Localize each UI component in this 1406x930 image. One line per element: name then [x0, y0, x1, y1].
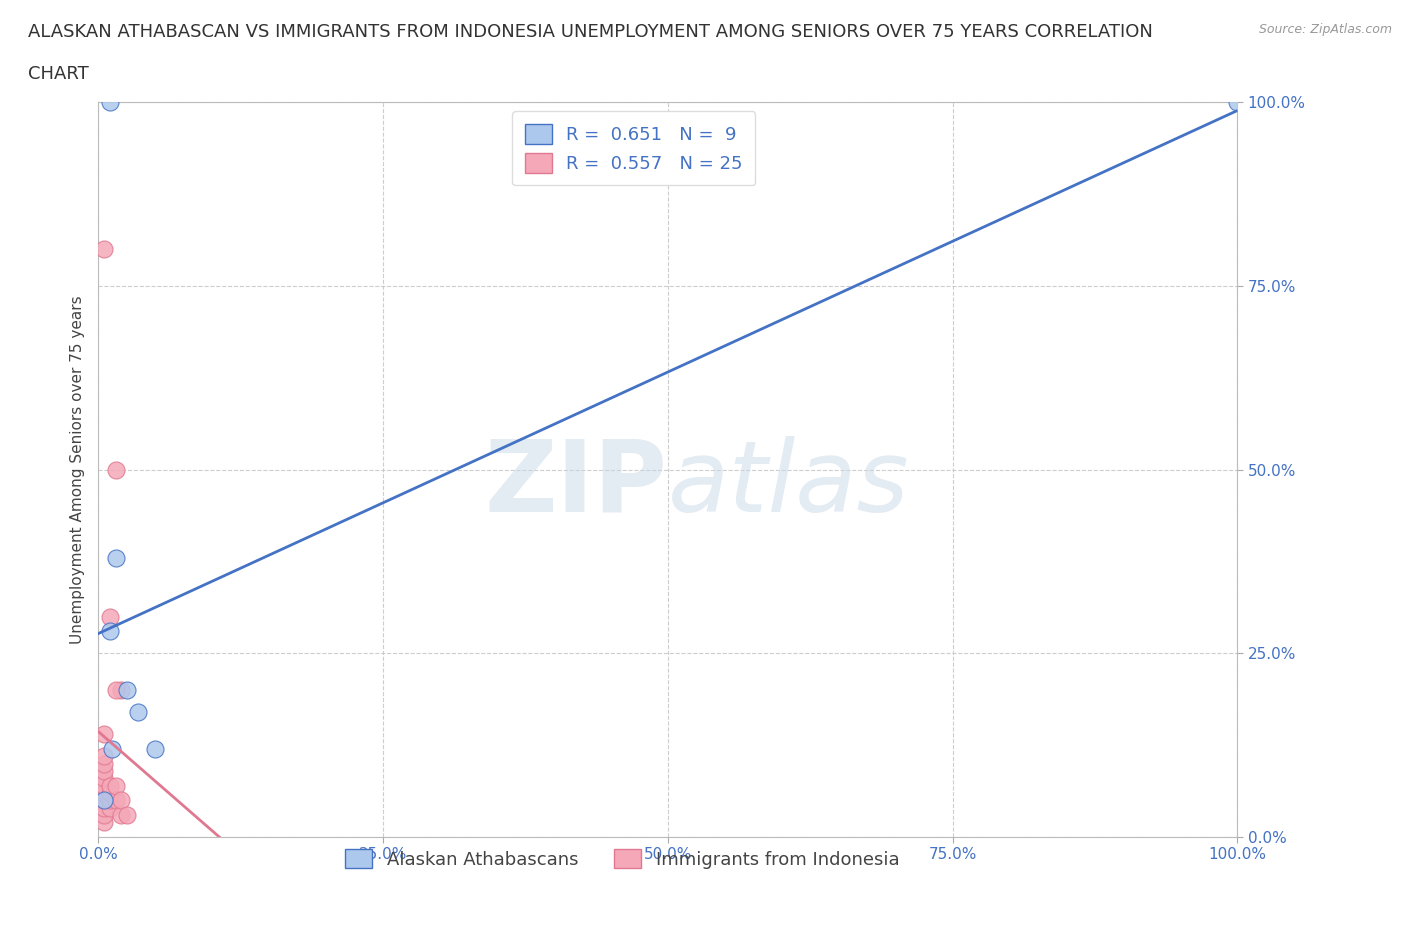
Point [98, 800, 121, 815]
Point [93, 792, 115, 807]
Point [93, 800, 115, 815]
Point [98, 778, 121, 793]
Point [93, 771, 115, 786]
Point [98, 624, 121, 639]
Point [93, 778, 115, 793]
Point [110, 683, 132, 698]
Point [127, 705, 149, 720]
Point [115, 807, 138, 822]
Point [93, 726, 115, 741]
Point [101, 741, 124, 756]
Point [98, 786, 121, 801]
Y-axis label: Unemployment Among Seniors over 75 years: Unemployment Among Seniors over 75 years [69, 296, 84, 644]
Point [93, 242, 115, 257]
Point [110, 807, 132, 822]
Text: CHART: CHART [28, 65, 89, 83]
Point [104, 778, 127, 793]
Text: ZIP: ZIP [485, 436, 668, 533]
Point [93, 815, 115, 830]
Point [93, 764, 115, 778]
Point [93, 807, 115, 822]
Text: atlas: atlas [668, 436, 910, 533]
Point [1226, 95, 1249, 110]
Point [98, 95, 121, 110]
Point [93, 756, 115, 771]
Text: ALASKAN ATHABASCAN VS IMMIGRANTS FROM INDONESIA UNEMPLOYMENT AMONG SENIORS OVER : ALASKAN ATHABASCAN VS IMMIGRANTS FROM IN… [28, 23, 1153, 41]
Point [104, 551, 127, 565]
Legend: Alaskan Athabascans, Immigrants from Indonesia: Alaskan Athabascans, Immigrants from Ind… [337, 842, 907, 876]
Point [98, 792, 121, 807]
Point [104, 683, 127, 698]
Text: Source: ZipAtlas.com: Source: ZipAtlas.com [1258, 23, 1392, 36]
Point [93, 786, 115, 801]
Point [98, 609, 121, 624]
Point [104, 792, 127, 807]
Point [110, 792, 132, 807]
Point [145, 741, 167, 756]
Point [93, 792, 115, 807]
Point [93, 749, 115, 764]
Point [115, 683, 138, 698]
Point [104, 462, 127, 477]
